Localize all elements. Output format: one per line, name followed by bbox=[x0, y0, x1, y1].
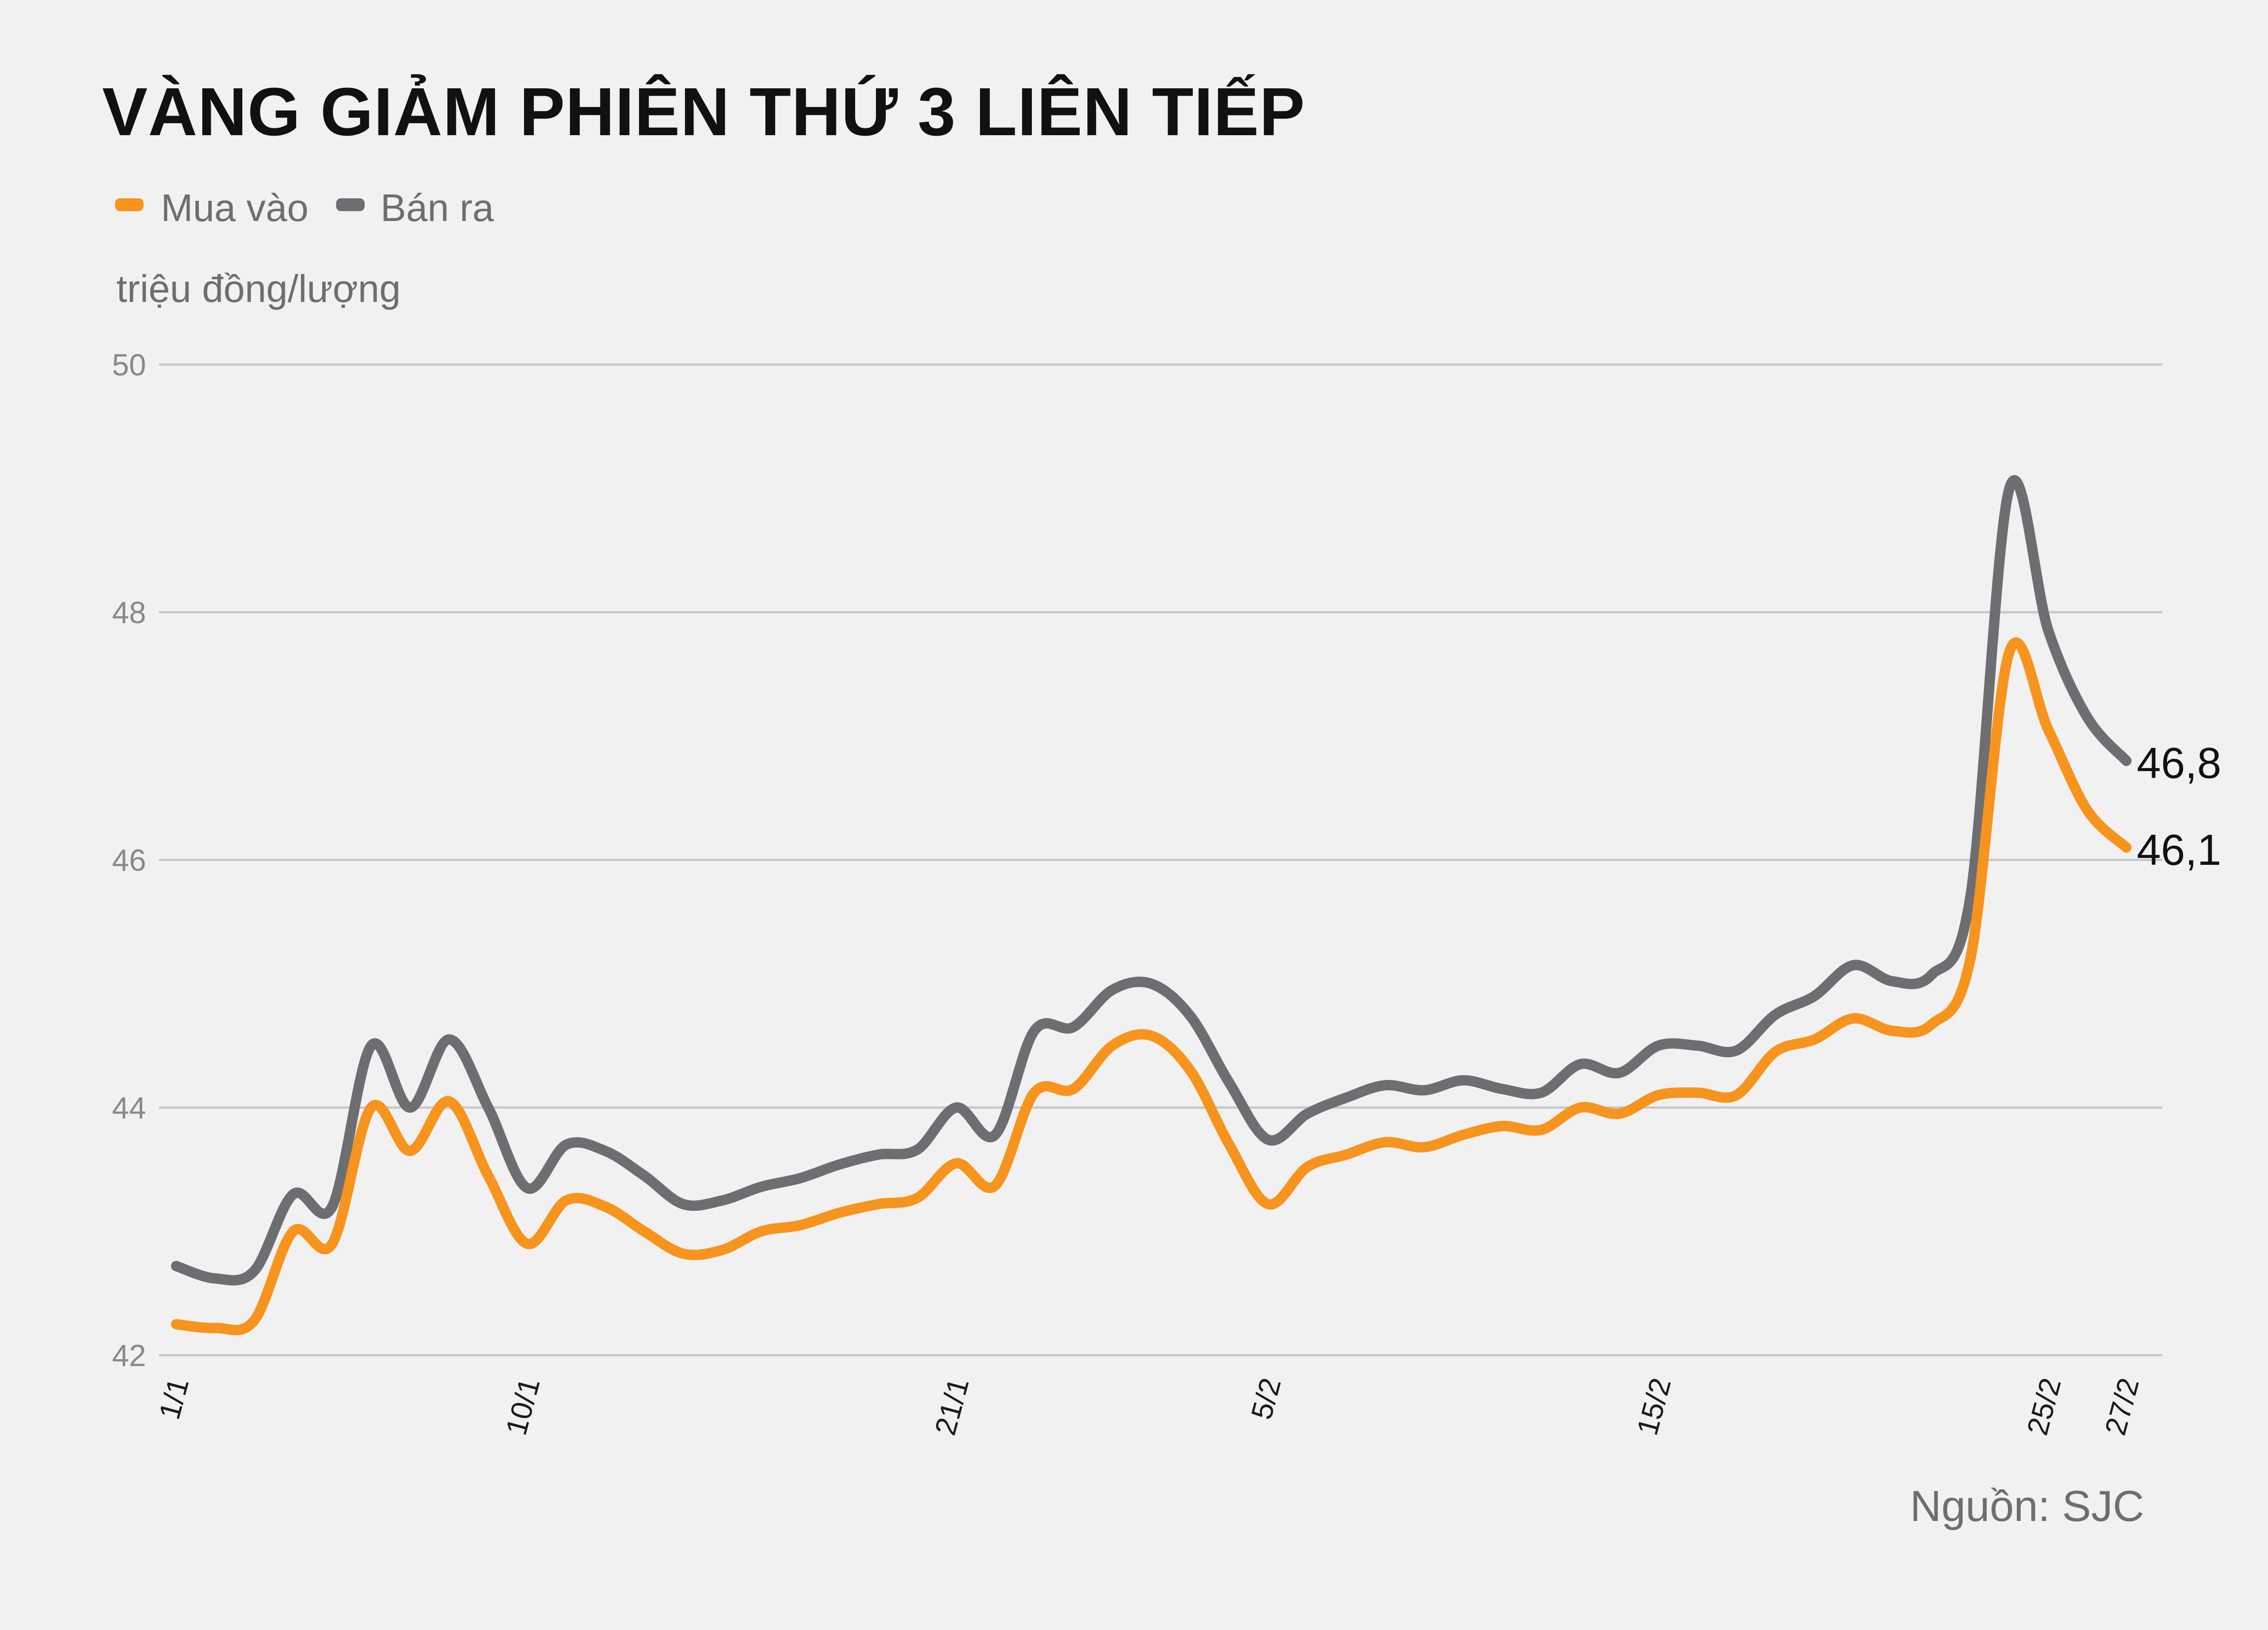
y-tick-label-46: 46 bbox=[112, 844, 146, 878]
series-line-ban-ra bbox=[171, 475, 2132, 1286]
chart-title: VÀNG GIẢM PHIÊN THỨ 3 LIÊN TIẾP bbox=[102, 74, 1306, 150]
legend-label-mua-vao: Mua vào bbox=[161, 186, 309, 229]
source-credit: Nguồn: SJC bbox=[1910, 1482, 2144, 1530]
legend-swatch-ban-ra bbox=[336, 198, 365, 211]
x-tick-label-15-2: 15/2 bbox=[1630, 1374, 1677, 1439]
series-line-mua-vao bbox=[171, 637, 2132, 1335]
end-label-mua-vao: 46,1 bbox=[2137, 825, 2222, 874]
x-tick-label-1-1: 1/1 bbox=[152, 1374, 195, 1423]
x-tick-label-10-1: 10/1 bbox=[499, 1374, 546, 1439]
x-tick-label-21-1: 21/1 bbox=[928, 1374, 975, 1439]
y-tick-label-42: 42 bbox=[112, 1339, 146, 1373]
x-tick-label-27-2: 27/2 bbox=[2099, 1374, 2146, 1439]
y-tick-label-50: 50 bbox=[112, 348, 146, 382]
x-tick-label-5-2: 5/2 bbox=[1245, 1374, 1287, 1423]
x-tick-label-25-2: 25/2 bbox=[2021, 1374, 2068, 1439]
y-tick-label-48: 48 bbox=[112, 596, 146, 630]
y-tick-label-44: 44 bbox=[112, 1091, 146, 1125]
end-label-ban-ra: 46,8 bbox=[2137, 739, 2222, 788]
legend-swatch-mua-vao bbox=[115, 198, 144, 211]
legend-label-ban-ra: Bán ra bbox=[380, 186, 494, 229]
y-axis-unit-label: triệu đồng/lượng bbox=[116, 267, 401, 310]
